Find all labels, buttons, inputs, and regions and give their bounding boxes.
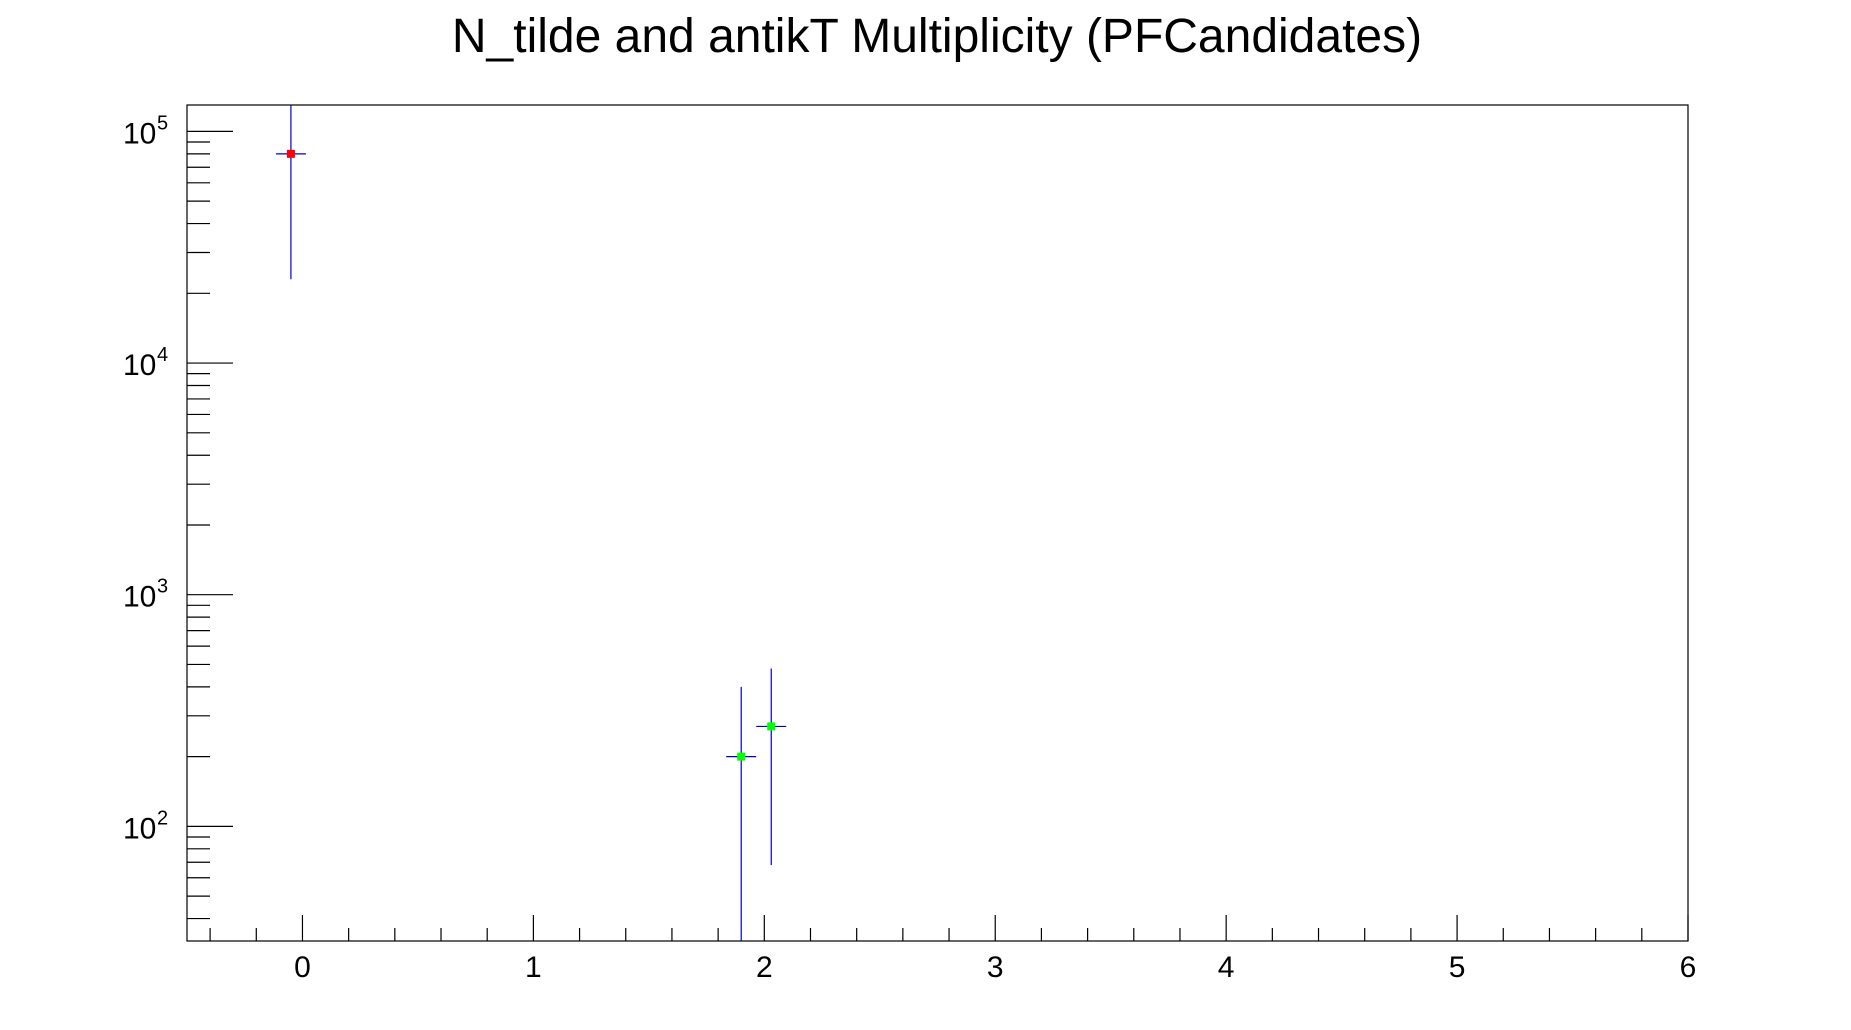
data-marker — [737, 752, 746, 761]
x-tick-label: 6 — [1680, 951, 1697, 984]
x-tick-label: 4 — [1218, 951, 1235, 984]
y-tick-base: 10 — [123, 812, 156, 845]
y-tick-exponent: 2 — [157, 807, 168, 829]
data-marker — [767, 722, 776, 731]
x-tick-label: 2 — [756, 951, 773, 984]
y-tick-label: 10 4 — [123, 344, 168, 382]
plot-frame — [186, 104, 1689, 942]
y-tick-label: 10 5 — [123, 112, 168, 150]
data-point — [756, 668, 787, 866]
data-marks — [275, 105, 787, 941]
x-tick-label: 5 — [1449, 951, 1466, 984]
y-tick-exponent: 3 — [157, 576, 168, 598]
data-point — [726, 686, 757, 941]
y-tick-base: 10 — [123, 349, 156, 382]
y-tick-exponent: 4 — [157, 344, 168, 366]
chart-title: N_tilde and antikT Multiplicity (PFCandi… — [452, 10, 1422, 63]
x-tick-label: 3 — [987, 951, 1004, 984]
x-tick-label: 0 — [294, 951, 311, 984]
y-tick-exponent: 5 — [157, 112, 168, 134]
y-tick-label: 10 2 — [123, 807, 168, 845]
data-marker — [286, 149, 295, 158]
data-point — [275, 105, 306, 280]
x-tick-label: 1 — [525, 951, 542, 984]
y-tick-base: 10 — [123, 581, 156, 614]
y-tick-label: 10 3 — [123, 576, 168, 614]
y-tick-base: 10 — [123, 117, 156, 150]
